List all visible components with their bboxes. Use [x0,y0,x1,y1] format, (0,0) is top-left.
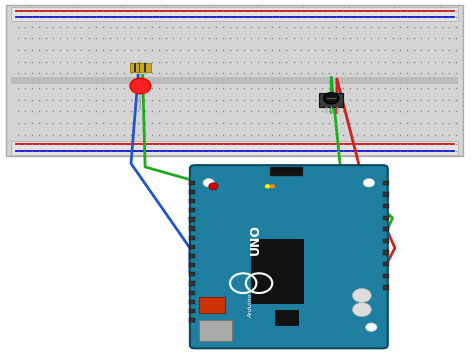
Bar [11,77,458,84]
Bar [383,204,389,208]
Text: UNO: UNO [248,224,261,255]
Bar [11,7,458,21]
Bar [189,309,195,313]
Bar [189,226,195,231]
Circle shape [353,289,371,302]
Bar [199,320,232,341]
Circle shape [130,78,151,94]
Bar [189,217,195,222]
Bar [11,141,458,155]
Circle shape [203,327,214,335]
Bar [134,63,136,72]
Bar [383,262,389,266]
Bar [189,254,195,258]
Bar [6,5,463,156]
Bar [189,236,195,240]
Bar [275,310,298,326]
Bar [383,215,389,220]
Bar [383,250,389,255]
Bar [130,63,151,72]
Bar [144,63,146,72]
Bar [189,282,195,286]
Bar [189,290,195,295]
Bar [189,181,195,185]
Circle shape [365,323,377,332]
Bar [189,263,195,267]
Bar [383,285,389,290]
Text: Arduino: Arduino [249,294,254,318]
Circle shape [265,184,271,189]
Bar [189,245,195,249]
Circle shape [324,93,339,104]
Bar [189,208,195,212]
FancyBboxPatch shape [190,165,388,348]
Bar [383,181,389,185]
Bar [383,239,389,243]
Bar [189,300,195,304]
Bar [383,192,389,197]
Circle shape [203,179,214,187]
Bar [199,297,225,313]
Bar [189,190,195,194]
Bar [270,167,303,176]
Bar [133,90,148,93]
Bar [383,274,389,278]
Circle shape [209,183,218,190]
Circle shape [363,179,374,187]
Circle shape [270,184,275,189]
Bar [189,272,195,277]
Bar [319,93,343,107]
Bar [189,199,195,203]
Circle shape [353,302,371,317]
Bar [189,318,195,322]
Bar [251,239,303,302]
Bar [138,63,140,72]
Bar [383,227,389,231]
